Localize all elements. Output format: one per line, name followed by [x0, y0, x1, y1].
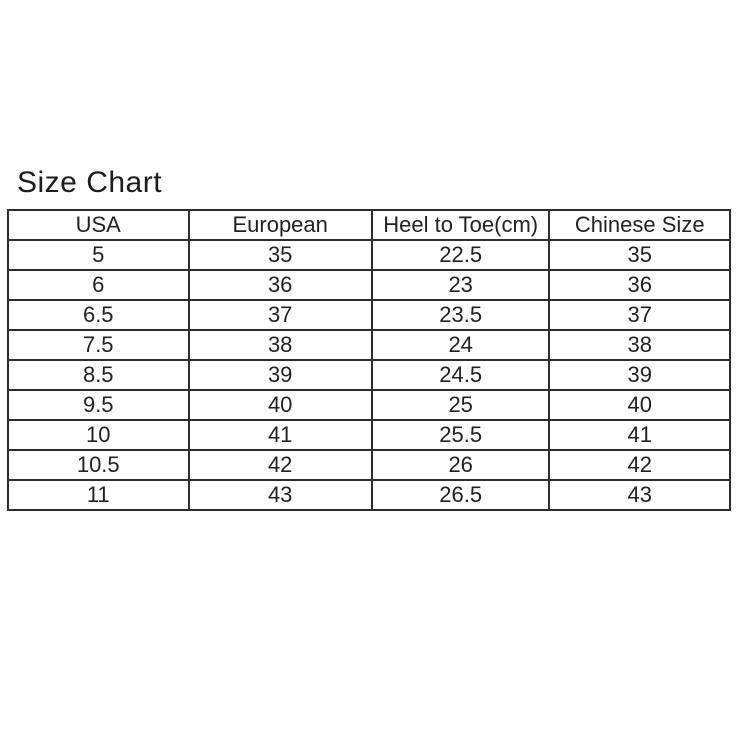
- table-cell: 40: [187, 389, 373, 421]
- table-cell: 10: [7, 419, 190, 451]
- table-header-row: USA European Heel to Toe(cm) Chinese Size: [7, 209, 731, 241]
- table-cell: 8.5: [7, 359, 190, 391]
- table-cell: 39: [187, 359, 373, 391]
- table-cell: 25.5: [370, 419, 551, 451]
- table-cell: 35: [187, 239, 373, 271]
- table-row: 10.5 42 26 42: [7, 449, 731, 481]
- column-header: Heel to Toe(cm): [370, 209, 551, 241]
- page-title: Size Chart: [17, 166, 163, 199]
- table-row: 6.5 37 23.5 37: [7, 299, 731, 331]
- table-cell: 6: [7, 269, 190, 301]
- table-cell: 6.5: [7, 299, 190, 331]
- table-cell: 42: [187, 449, 373, 481]
- column-header: USA: [7, 209, 190, 241]
- table-cell: 38: [187, 329, 373, 361]
- table-cell: 10.5: [7, 449, 190, 481]
- table-cell: 22.5: [370, 239, 551, 271]
- table-cell: 38: [548, 329, 731, 361]
- table-cell: 5: [7, 239, 190, 271]
- table-cell: 36: [187, 269, 373, 301]
- table-cell: 39: [548, 359, 731, 391]
- table-body: 5 35 22.5 35 6 36 23 36 6.5 37 23.5 37 7.5 38 24 38 8.5 3…: [7, 239, 731, 511]
- table-row: 11 43 26.5 43: [7, 479, 731, 511]
- table-cell: 23: [370, 269, 551, 301]
- table-row: 8.5 39 24.5 39: [7, 359, 731, 391]
- table-cell: 37: [548, 299, 731, 331]
- table-row: 10 41 25.5 41: [7, 419, 731, 451]
- table-cell: 9.5: [7, 389, 190, 421]
- table-cell: 40: [548, 389, 731, 421]
- table-row: 9.5 40 25 40: [7, 389, 731, 421]
- table-cell: 11: [7, 479, 190, 511]
- table-cell: 42: [548, 449, 731, 481]
- table-cell: 41: [548, 419, 731, 451]
- column-header: European: [187, 209, 373, 241]
- table-cell: 23.5: [370, 299, 551, 331]
- table-cell: 25: [370, 389, 551, 421]
- table-row: 6 36 23 36: [7, 269, 731, 301]
- table-row: 5 35 22.5 35: [7, 239, 731, 271]
- table-cell: 35: [548, 239, 731, 271]
- table-cell: 43: [187, 479, 373, 511]
- table-cell: 37: [187, 299, 373, 331]
- table-cell: 36: [548, 269, 731, 301]
- table-cell: 26.5: [370, 479, 551, 511]
- table-cell: 26: [370, 449, 551, 481]
- table-cell: 41: [187, 419, 373, 451]
- table-cell: 43: [548, 479, 731, 511]
- size-chart-table: USA European Heel to Toe(cm) Chinese Size 5…: [7, 209, 731, 511]
- table-cell: 24.5: [370, 359, 551, 391]
- table-cell: 7.5: [7, 329, 190, 361]
- table-row: 7.5 38 24 38: [7, 329, 731, 361]
- column-header: Chinese Size: [548, 209, 731, 241]
- table-cell: 24: [370, 329, 551, 361]
